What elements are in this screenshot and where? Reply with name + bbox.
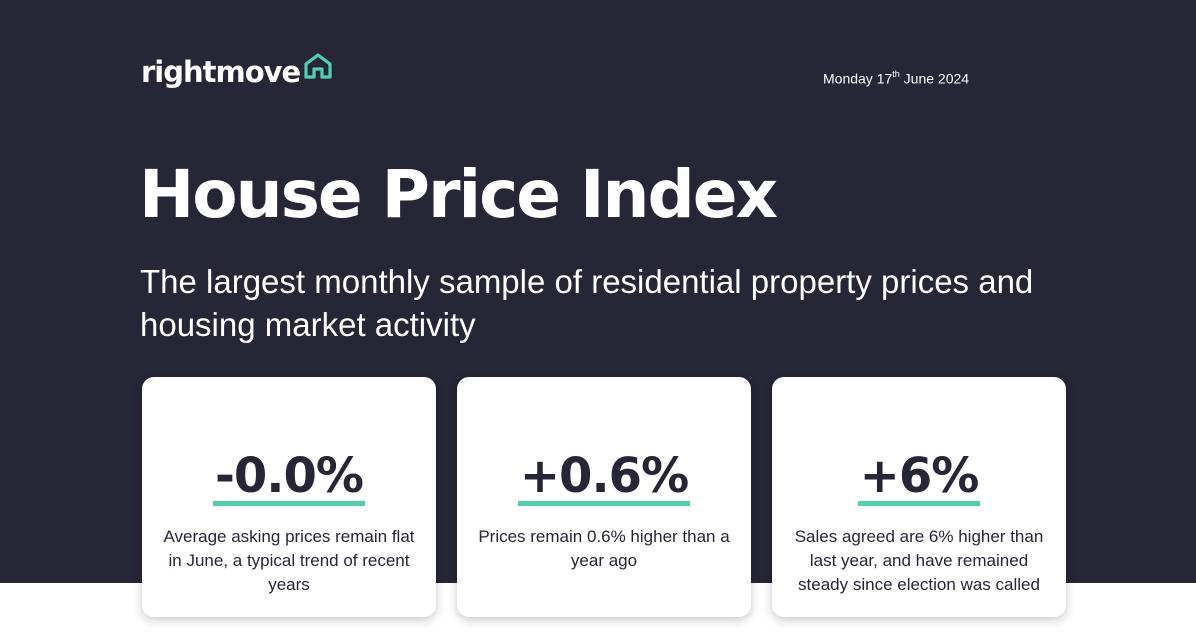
date-day: Monday 17 [823, 70, 893, 87]
stat-description: Prices remain 0.6% higher than a year ag… [478, 527, 730, 570]
page-subtitle: The largest monthly sample of residentia… [140, 263, 1034, 343]
stat-figure-wrapper: -0.0% [142, 451, 436, 506]
report-date: Monday 17th June 2024 [823, 66, 969, 88]
date-month-year: June 2024 [899, 70, 970, 87]
stat-figure-wrapper: +6% [772, 451, 1066, 506]
rightmove-logo[interactable]: rightmove [141, 52, 333, 92]
stat-figure: -0.0% [212, 448, 366, 506]
stat-card-sales-agreed: +6% Sales agreed are 6% higher than last… [772, 377, 1066, 617]
house-icon [304, 53, 332, 79]
page-title: House Price Index [139, 156, 778, 233]
stat-description: Average asking prices remain flat in Jun… [163, 527, 415, 594]
date-suffix: th [892, 69, 900, 79]
stat-figure: +6% [857, 448, 981, 506]
stat-figure: +0.6% [517, 448, 691, 506]
stat-figure-wrapper: +0.6% [457, 451, 751, 506]
stat-description: Sales agreed are 6% higher than last yea… [794, 527, 1044, 594]
stat-card-asking-prices: -0.0% Average asking prices remain flat … [142, 377, 436, 617]
logo-wordmark: rightmove [141, 55, 301, 89]
stat-card-annual-prices: +0.6% Prices remain 0.6% higher than a y… [457, 377, 751, 617]
